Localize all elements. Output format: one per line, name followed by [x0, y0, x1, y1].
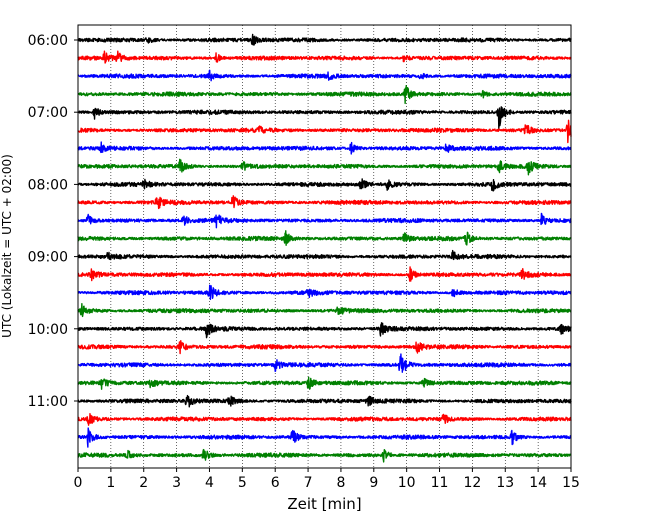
y-axis-label: UTC (Lokalzeit = UTC + 02:00)	[0, 154, 14, 338]
seismogram-trace	[77, 303, 572, 318]
seismogram-trace	[77, 284, 572, 301]
x-tick-label: 13	[496, 475, 514, 491]
seismogram-trace	[77, 230, 572, 246]
x-tick-label: 15	[562, 475, 580, 491]
seismogram-trace	[77, 119, 572, 144]
x-tick-label: 8	[336, 475, 345, 491]
y-axis-ticks: 06:00 07:00 08:00 09:00 10:00 11:00	[28, 33, 78, 410]
seismogram-trace	[77, 212, 572, 229]
y-tick-label: 07:00	[28, 105, 68, 121]
x-tick-label: 3	[172, 475, 181, 491]
x-axis-ticks: 0 1 2 3 4 5 6 7 8 9 10 11 12 13 14 15	[74, 468, 580, 491]
x-tick-label: 5	[238, 475, 247, 491]
y-tick-label: 10:00	[28, 322, 68, 338]
x-tick-label: 9	[369, 475, 378, 491]
seismogram-trace	[77, 106, 572, 130]
seismogram-trace	[77, 249, 572, 261]
y-tick-label: 09:00	[28, 250, 68, 266]
y-tick-label: 11:00	[28, 394, 68, 410]
x-tick-label: 7	[304, 475, 313, 491]
seismogram-trace	[77, 178, 572, 192]
x-tick-label: 2	[139, 475, 148, 491]
seismogram-trace	[77, 195, 572, 210]
seismogram-trace	[77, 340, 572, 355]
x-axis-label: Zeit [min]	[287, 495, 361, 513]
seismogram-trace	[77, 322, 572, 339]
seismogram-trace	[77, 158, 572, 176]
plot-frame	[77, 24, 572, 469]
x-tick-label: 12	[463, 475, 481, 491]
seismogram-trace	[77, 141, 572, 155]
x-tick-label: 6	[271, 475, 280, 491]
seismogram-trace	[77, 33, 572, 46]
seismogram-trace	[77, 376, 572, 390]
seismogram-trace	[77, 353, 572, 373]
seismogram-traces	[77, 33, 572, 463]
grid-lines	[110, 25, 539, 468]
x-tick-label: 0	[74, 475, 83, 491]
seismogram-trace	[77, 69, 572, 82]
x-tick-label: 4	[205, 475, 214, 491]
x-tick-label: 10	[398, 475, 416, 491]
seismogram-trace	[77, 85, 572, 105]
x-tick-label: 14	[529, 475, 547, 491]
seismogram-trace	[77, 413, 572, 426]
y-tick-label: 08:00	[28, 177, 68, 193]
seismogram-trace	[77, 394, 572, 408]
seismogram-trace	[77, 427, 572, 448]
seismogram-trace	[77, 448, 572, 463]
x-tick-label: 11	[431, 475, 449, 491]
x-tick-label: 1	[106, 475, 115, 491]
seismogram-trace	[77, 50, 572, 64]
seismogram-trace	[77, 266, 572, 282]
y-tick-label: 06:00	[28, 33, 68, 49]
